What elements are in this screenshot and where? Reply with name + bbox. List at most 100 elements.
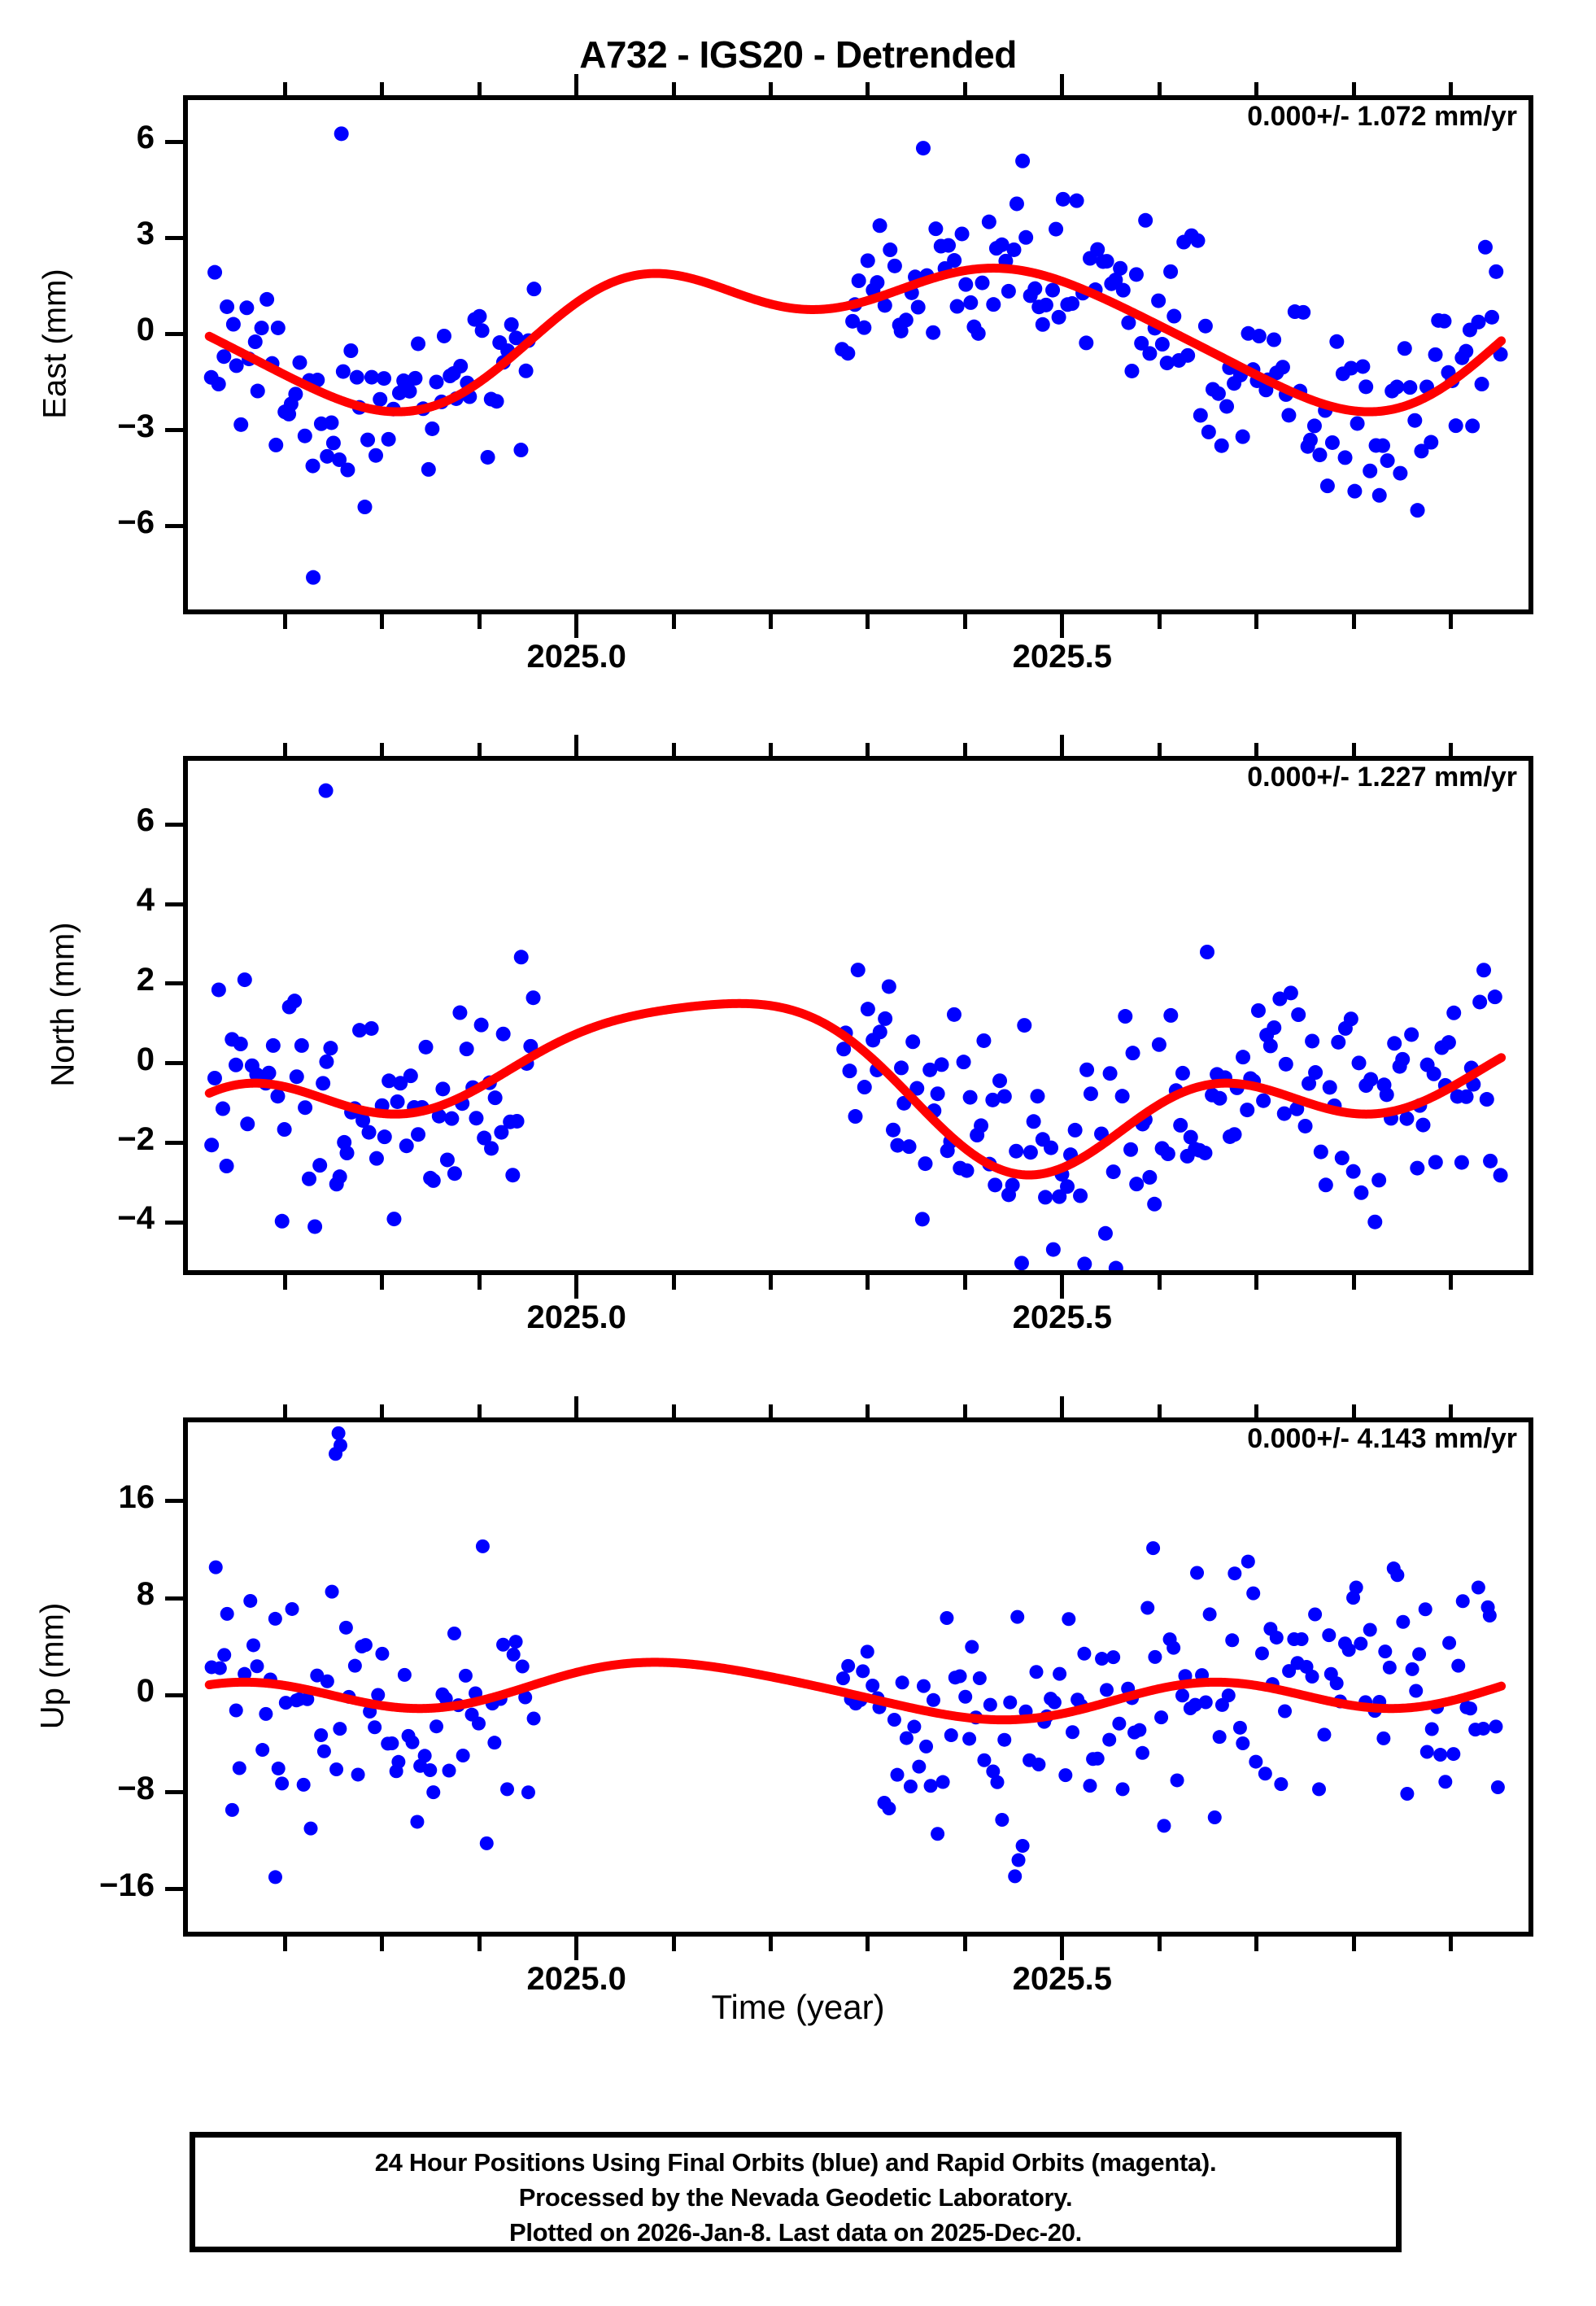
x-tick-inner-east (866, 82, 870, 95)
x-tick-top-east (574, 614, 579, 638)
y-tick-east (165, 235, 183, 240)
y-tick-north (165, 1061, 183, 1066)
y-tick-label-north: −2 (117, 1120, 155, 1157)
x-tick-top-east (1254, 614, 1259, 629)
plot-frame-up (183, 1417, 1533, 1937)
y-tick-label-east: −3 (117, 408, 155, 444)
y-tick-label-north: 6 (136, 802, 155, 839)
fit-curve-up (204, 1657, 1507, 1725)
x-tick-inner-up (1448, 1404, 1453, 1417)
y-tick-north (165, 902, 183, 906)
y-tick-label-north: −4 (117, 1200, 155, 1237)
y-tick-north (165, 981, 183, 986)
x-tick-top-north (1060, 1274, 1065, 1299)
x-tick-inner-east (574, 74, 579, 95)
y-tick-label-up: −8 (117, 1770, 155, 1806)
x-tick-inner-up (962, 1404, 967, 1417)
y-axis-label-north: North (mm) (45, 922, 81, 1087)
x-tick-inner-north (769, 743, 774, 756)
footer-line-3: Plotted on 2026-Jan-8. Last data on 2025… (508, 2218, 1082, 2247)
y-tick-up (165, 1887, 183, 1892)
x-tick-top-east (477, 614, 482, 629)
x-tick-inner-north (380, 743, 385, 756)
x-tick-top-east (866, 614, 870, 629)
x-tick-inner-north (574, 735, 579, 756)
x-tick-top-north (1351, 1274, 1356, 1290)
y-tick-north (165, 1141, 183, 1145)
y-tick-label-north: 2 (136, 961, 155, 998)
x-tick-inner-up (574, 1396, 579, 1417)
x-tick-top-north (1157, 1274, 1162, 1290)
x-tick-top-up (477, 1936, 482, 1951)
x-tick-inner-north (477, 743, 482, 756)
x-tick-top-north (769, 1274, 774, 1290)
x-tick-inner-north (1448, 743, 1453, 756)
x-tick-inner-north (962, 743, 967, 756)
x-tick-inner-up (1351, 1404, 1356, 1417)
plot-canvas-east (203, 126, 1508, 585)
x-tick-inner-up (477, 1404, 482, 1417)
x-tick-top-north (282, 1274, 287, 1290)
plot-canvas-up (204, 1426, 1507, 1885)
x-tick-top-north (380, 1274, 385, 1290)
x-tick-top-up (962, 1936, 967, 1951)
plot-frame-north (183, 756, 1533, 1275)
y-tick-label-north: 0 (136, 1041, 155, 1077)
page-title: A732 - IGS20 - Detrended (579, 33, 1017, 76)
x-tick-top-up (282, 1936, 287, 1951)
x-tick-inner-north (866, 743, 870, 756)
x-tick-top-north (962, 1274, 967, 1290)
footer-note-box: 24 Hour Positions Using Final Orbits (bl… (190, 2132, 1402, 2252)
rate-annotation-east: 0.000+/- 1.072 mm/yr (1247, 101, 1517, 132)
x-tick-top-up (1448, 1936, 1453, 1951)
x-tick-label-east: 2025.0 (526, 639, 626, 675)
x-tick-inner-east (1254, 82, 1259, 95)
x-tick-top-north (866, 1274, 870, 1290)
x-tick-inner-east (1448, 82, 1453, 95)
x-tick-label-north: 2025.5 (1012, 1299, 1112, 1335)
y-tick-label-east: 0 (136, 312, 155, 348)
x-tick-inner-east (380, 82, 385, 95)
x-tick-inner-up (866, 1404, 870, 1417)
fit-curve-east (204, 264, 1507, 417)
rate-annotation-north: 0.000+/- 1.227 mm/yr (1247, 762, 1517, 793)
x-tick-top-north (1448, 1274, 1453, 1290)
x-tick-inner-up (671, 1404, 676, 1417)
x-tick-top-east (1448, 614, 1453, 629)
plot-frame-east (183, 95, 1533, 614)
x-tick-label-up: 2025.5 (1012, 1961, 1112, 1997)
y-tick-up (165, 1596, 183, 1601)
footer-line-1: 24 Hour Positions Using Final Orbits (bl… (374, 2148, 1217, 2177)
x-tick-inner-north (282, 743, 287, 756)
y-tick-east (165, 139, 183, 144)
y-tick-east (165, 428, 183, 433)
y-tick-up (165, 1692, 183, 1697)
y-tick-label-north: 4 (136, 882, 155, 919)
y-tick-label-east: 3 (136, 216, 155, 252)
x-tick-inner-east (769, 82, 774, 95)
y-tick-north (165, 1220, 183, 1225)
x-tick-top-up (866, 1936, 870, 1951)
y-tick-east (165, 524, 183, 529)
y-tick-label-up: −16 (99, 1867, 155, 1903)
x-tick-inner-up (380, 1404, 385, 1417)
fit-curve-north (204, 998, 1507, 1180)
footer-line-2: Processed by the Nevada Geodetic Laborat… (518, 2183, 1073, 2212)
x-tick-inner-east (1351, 82, 1356, 95)
x-tick-top-up (1060, 1936, 1065, 1960)
x-tick-inner-east (477, 82, 482, 95)
y-tick-label-up: 16 (118, 1478, 155, 1515)
x-tick-top-up (1254, 1936, 1259, 1951)
x-tick-label-up: 2025.0 (526, 1961, 626, 1997)
x-tick-inner-up (282, 1404, 287, 1417)
x-tick-top-north (574, 1274, 579, 1299)
x-tick-inner-east (962, 82, 967, 95)
x-tick-inner-north (1060, 735, 1065, 756)
x-tick-inner-north (1254, 743, 1259, 756)
x-tick-top-east (769, 614, 774, 629)
x-tick-top-east (380, 614, 385, 629)
x-tick-inner-east (282, 82, 287, 95)
x-tick-top-up (380, 1936, 385, 1951)
x-tick-top-north (671, 1274, 676, 1290)
x-tick-inner-up (1157, 1404, 1162, 1417)
